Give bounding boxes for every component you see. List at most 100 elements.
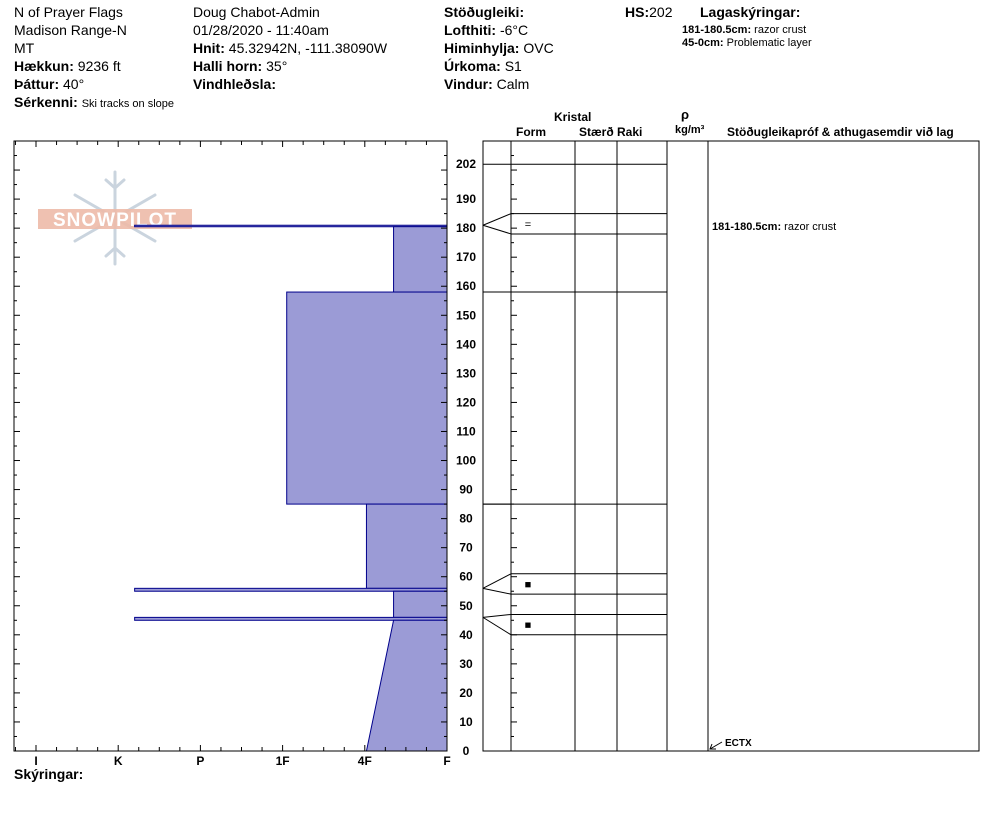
wind-loading: Vindhleðsla: — [193, 75, 276, 93]
logo-text: SNOWPILOT — [53, 210, 177, 231]
elevation-value: 9236 ft — [77, 58, 121, 74]
depth-label-40: 40 — [459, 628, 473, 642]
elevation-label: Hækkun: — [14, 58, 74, 74]
depth-label-60: 60 — [459, 570, 473, 584]
observer: Doug Chabot-Admin — [193, 4, 320, 20]
slope-angle: Halli horn: 35° — [193, 57, 287, 75]
depth-label-80: 80 — [459, 512, 473, 526]
layer-note-1: 181-180.5cm: razor crust — [682, 24, 806, 37]
datetime: 01/28/2020 - 11:40am — [193, 22, 329, 38]
hardness-label-K: K — [114, 754, 123, 768]
hardness-label-1F: 1F — [276, 754, 290, 768]
comment-text-0: razor crust — [784, 221, 836, 233]
wind: Vindur: Calm — [444, 75, 529, 93]
depth-axis: 0 10 20 30 40 50 60 70 80 90 100 110 120 130 140 150 160… — [456, 157, 476, 758]
depth-label-10: 10 — [459, 715, 473, 729]
row-connector-bottom-0 — [482, 224, 512, 235]
depth-label-170: 170 — [456, 250, 476, 264]
state-name: MT — [14, 40, 35, 56]
moisture-header: Raki — [617, 125, 643, 139]
air-temp-value: -6°C — [499, 22, 529, 38]
form-symbol-4: ■ — [525, 620, 532, 632]
depth-label-140: 140 — [456, 337, 476, 351]
hs-label: HS: — [625, 4, 650, 20]
row-connector-top-4 — [482, 613, 512, 618]
hardness-layers — [134, 224, 448, 752]
slope-label: Halli horn: — [193, 58, 263, 74]
comment-label-0: 181-180.5cm: — [712, 221, 784, 233]
wind-label: Vindur: — [444, 76, 493, 92]
depth-label-50: 50 — [459, 599, 473, 613]
precip-value: S1 — [504, 58, 522, 74]
location-name: N of Prayer Flags — [14, 4, 123, 20]
row-connector-bottom-3 — [482, 587, 512, 595]
comment-0: 181-180.5cm: razor crust — [712, 221, 836, 233]
hardness-label-P: P — [196, 754, 204, 768]
precip-label: Úrkoma: — [444, 58, 501, 74]
layer-note-1-range: 181-180.5cm: — [682, 24, 752, 36]
comments-frame — [707, 140, 980, 752]
depth-label-190: 190 — [456, 192, 476, 206]
layer-2 — [393, 226, 448, 293]
row-connector-bottom-4 — [482, 616, 512, 636]
rho-header: ρ — [681, 107, 690, 122]
elevation: Hækkun: 9236 ft — [14, 57, 121, 75]
features-value: Ski tracks on slope — [81, 98, 175, 110]
depth-label-100: 100 — [456, 454, 476, 468]
layer-notes-title: Lagaskýringar: — [700, 3, 800, 21]
depth-label-30: 30 — [459, 657, 473, 671]
layer-table: = ■ ■ 181-180.5cm: razor crust ECTX — [482, 140, 980, 752]
precipitation: Úrkoma: S1 — [444, 57, 522, 75]
layer-note-2-range: 45-0cm: — [682, 37, 724, 49]
air-temp-label: Lofthiti: — [444, 22, 497, 38]
depth-label-20: 20 — [459, 686, 473, 700]
range-name: Madison Range-N — [14, 22, 127, 38]
layer-notes-label: Lagaskýringar: — [700, 4, 801, 20]
depth-label-120: 120 — [456, 395, 476, 409]
depth-label-130: 130 — [456, 366, 476, 380]
aspect: Þáttur: 40° — [14, 75, 84, 93]
aspect-value: 40° — [63, 76, 85, 92]
coords-label: Hnit: — [193, 40, 225, 56]
depth-label-110: 110 — [456, 424, 476, 438]
coordinates: Hnit: 45.32942N, -111.38090W — [193, 39, 387, 57]
coords-value: 45.32942N, -111.38090W — [228, 40, 388, 56]
depth-label-70: 70 — [459, 541, 473, 555]
depth-label-150: 150 — [456, 308, 476, 322]
test-pointer-0 — [709, 741, 723, 750]
hardness-label-I: I — [34, 754, 37, 768]
sky-cover: Himinhylja: OVC — [444, 39, 554, 57]
row-connector-top-0 — [482, 213, 512, 226]
form-header: Form — [516, 125, 546, 139]
size-header: Stærð — [579, 126, 614, 139]
hardness-axis: I K P 1F 4F F — [13, 140, 451, 768]
stability-label: Stöðugleiki: — [444, 4, 525, 20]
comments-header: Stöðugleikapróf & athugasemdir við lag — [727, 126, 954, 139]
air-temp: Lofthiti: -6°C — [444, 21, 528, 39]
slope-value: 35° — [266, 58, 288, 74]
sky-value: OVC — [523, 40, 554, 56]
layer-note-2-text: Problematic layer — [726, 37, 812, 49]
depth-label-0: 0 — [463, 744, 470, 758]
layer-note-1-text: razor crust — [754, 24, 807, 36]
hs-value: 202 — [649, 4, 673, 20]
layer-3 — [286, 291, 448, 505]
snow-height: HS:202 — [625, 3, 672, 21]
legend: Skýringar: — [14, 765, 83, 783]
aspect-label: Þáttur: — [14, 76, 60, 92]
form-symbol-0: = — [525, 219, 531, 231]
wind-value: Calm — [496, 76, 530, 92]
test-arrowhead-0 — [709, 743, 716, 750]
depth-label-180: 180 — [456, 221, 476, 235]
layer-note-2: 45-0cm: Problematic layer — [682, 37, 812, 50]
form-symbol-3: ■ — [525, 579, 532, 591]
layer-8 — [365, 619, 448, 752]
wind-loading-label: Vindhleðsla: — [193, 76, 276, 92]
test-label-0: ECTX — [725, 738, 752, 749]
stability: Stöðugleiki: — [444, 3, 524, 21]
sky-label: Himinhylja: — [444, 40, 520, 56]
depth-label-202: 202 — [456, 157, 476, 171]
depth-label-160: 160 — [456, 279, 476, 293]
density-unit-header: kg/m³ — [675, 124, 705, 136]
